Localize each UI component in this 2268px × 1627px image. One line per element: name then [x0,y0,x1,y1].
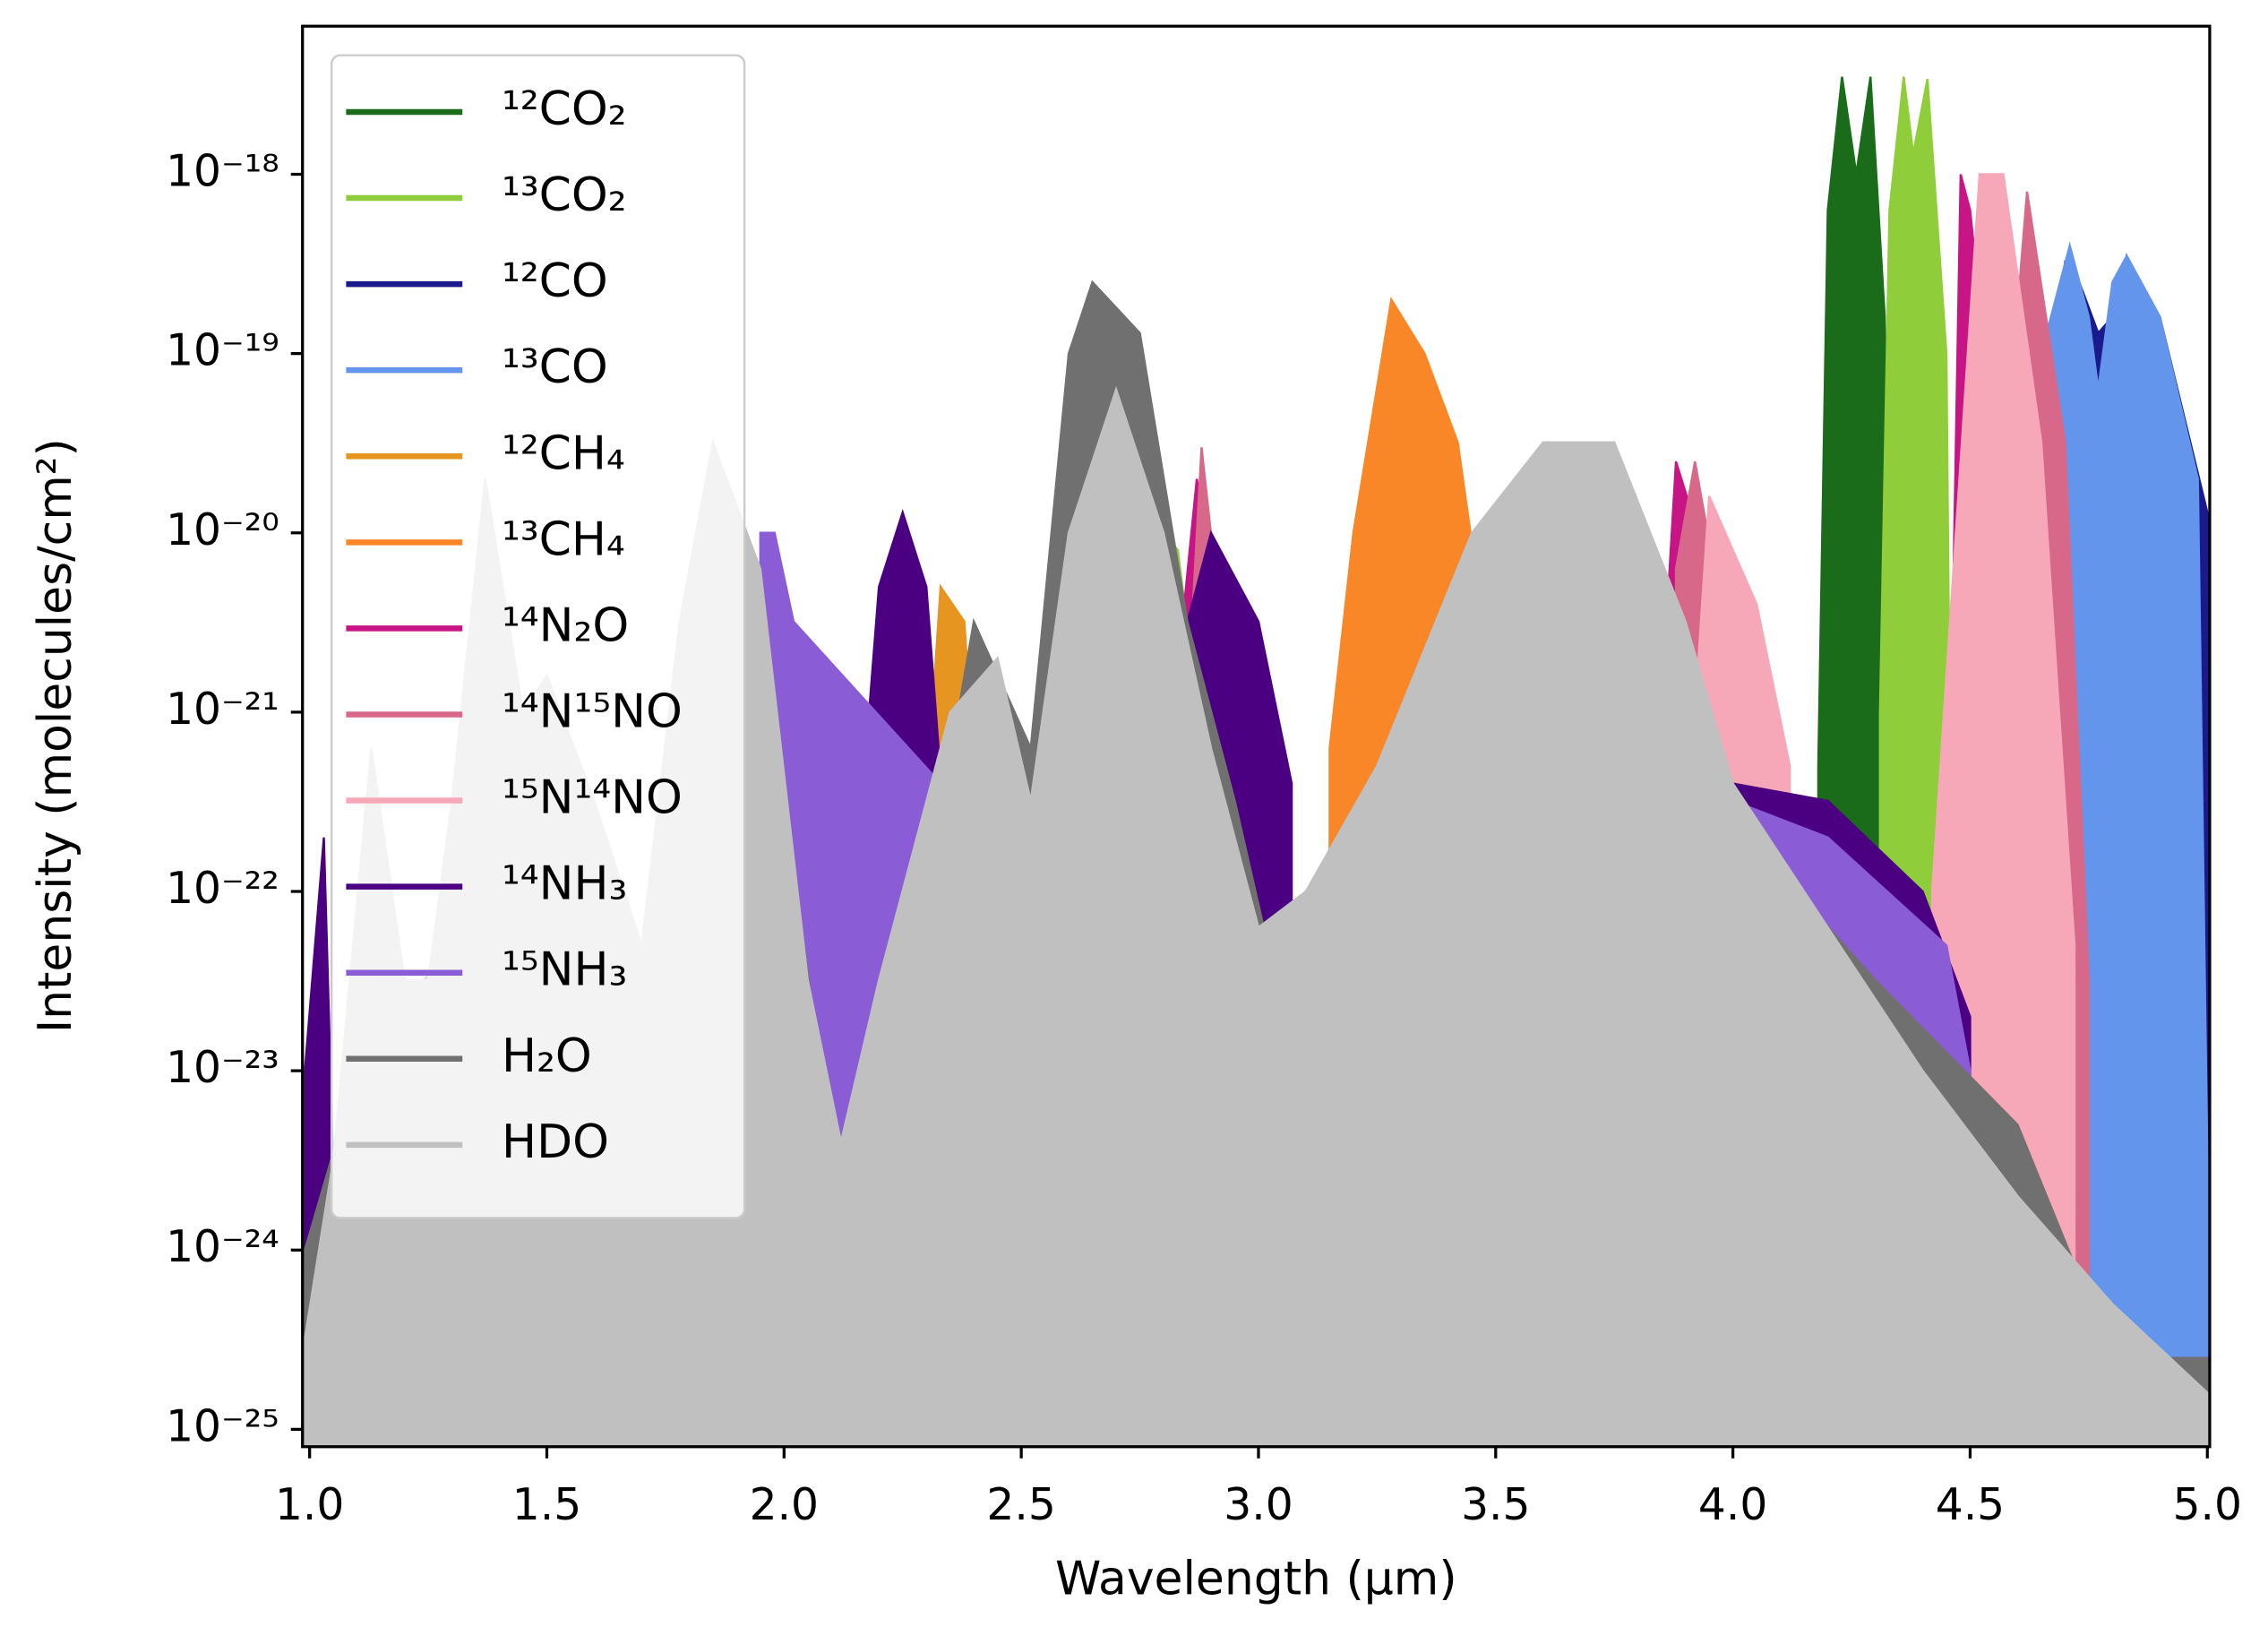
y-axis-label: Intensity (molecules/cm²) [29,438,82,1033]
legend: ¹²CO₂ ¹³CO₂ ¹²CO ¹³CO ¹²CH₄ ¹³CH₄ ¹⁴N₂O ¹⁴N¹⁵NO… [330,54,746,1219]
legend-label: HDO [502,1115,609,1169]
legend-label: ¹³CO [502,340,608,394]
legend-label: ¹²CH₄ [502,426,625,480]
legend-label: ¹²CO₂ [502,82,627,136]
y-tick-label: 10⁻²⁰ [166,505,279,555]
legend-label: ¹⁴N₂O [502,598,629,652]
legend-label: ¹³CH₄ [502,512,625,566]
plot-area [302,26,2210,1447]
plot-frame [301,24,2212,1449]
legend-frame [330,54,746,1219]
legend-label: H₂O [502,1029,592,1083]
y-tick-label: 10⁻¹⁸ [166,147,279,197]
legend-label: ¹⁴NH₃ [502,857,627,911]
x-tick-label: 2.0 [750,1480,819,1530]
x-tick-label: 2.5 [986,1480,1055,1530]
x-tick-label: 4.0 [1698,1480,1767,1530]
x-tick-label: 1.5 [512,1480,581,1530]
y-tick-label: 10⁻²⁵ [166,1401,279,1451]
x-tick-label: 3.5 [1461,1480,1530,1530]
legend-label: ¹²CO [502,254,608,308]
y-tick-label: 10⁻²⁴ [166,1222,279,1272]
y-tick-label: 10⁻²² [166,864,279,914]
x-tick-label: 1.0 [275,1480,344,1530]
y-tick-label: 10⁻²¹ [166,684,279,735]
x-tick-label: 3.0 [1224,1480,1293,1530]
y-tick-label: 10⁻¹⁹ [166,326,279,376]
legend-label: ¹⁴N¹⁵NO [502,684,683,738]
x-axis-label: Wavelength (μm) [1055,1553,1457,1606]
legend-label: ¹³CO₂ [502,168,627,222]
x-tick-label: 5.0 [2173,1480,2242,1530]
legend-label: ¹⁵N¹⁴NO [502,771,683,825]
y-tick-label: 10⁻²³ [166,1043,279,1093]
x-tick-label: 4.5 [1936,1480,2005,1530]
legend-label: ¹⁵NH₃ [502,943,627,997]
